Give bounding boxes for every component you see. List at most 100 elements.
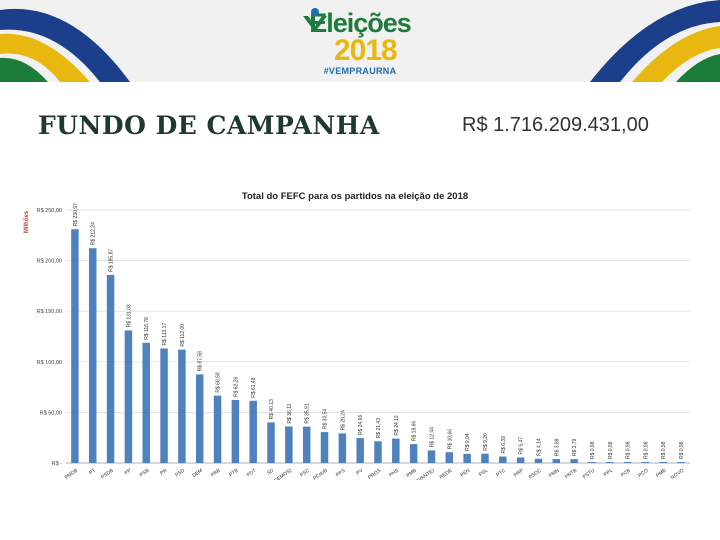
y-axis-label: Milhões bbox=[24, 210, 30, 233]
page-title: FUNDO DE CAMPANHA bbox=[38, 111, 380, 140]
x-tick-label: PTC bbox=[495, 468, 507, 479]
bar bbox=[499, 456, 507, 463]
x-tick-label: PT bbox=[88, 468, 97, 477]
data-label: R$ 21,43 bbox=[376, 418, 382, 439]
x-tick-label: PSDB bbox=[100, 467, 115, 480]
data-label: R$ 87,58 bbox=[198, 351, 204, 372]
x-tick-label: PEN bbox=[459, 468, 471, 479]
data-label: R$ 112,00 bbox=[180, 324, 186, 347]
bar bbox=[142, 342, 150, 463]
y-tick-label: R$ 150,00 bbox=[37, 309, 62, 315]
bar bbox=[338, 433, 347, 463]
chart-title: Total do FEFC para os partidos na eleiçã… bbox=[242, 191, 468, 202]
x-tick-label: PR bbox=[159, 468, 168, 477]
x-tick-label: PSTU bbox=[582, 468, 597, 480]
bar bbox=[570, 459, 578, 463]
x-tick-label: PTN (PODEMOS) bbox=[257, 468, 294, 480]
data-labels: R$ 230,97 R$ 212,24 R$ 185,87 R$ 131,03 R$ 1… bbox=[73, 203, 685, 459]
right-yellow-stripe bbox=[632, 26, 720, 82]
y-tick-label: R$ 250,00 bbox=[37, 208, 62, 214]
x-tick-label: PP bbox=[124, 467, 133, 476]
total-amount: R$ 1.716.209.431,00 bbox=[462, 114, 649, 136]
bar bbox=[534, 458, 543, 463]
y-tick-label: R$ - bbox=[52, 461, 63, 467]
bar bbox=[552, 459, 561, 463]
x-tick-label: DEM bbox=[191, 468, 204, 479]
data-label: R$ 10,66 bbox=[447, 429, 453, 450]
data-label: R$ 230,97 bbox=[73, 203, 79, 226]
bar bbox=[178, 349, 186, 463]
bar bbox=[320, 432, 329, 463]
data-label: R$ 113,17 bbox=[162, 323, 168, 346]
data-label: R$ 4,14 bbox=[536, 438, 542, 456]
data-label: R$ 0,98 bbox=[608, 441, 614, 459]
data-label: R$ 0,98 bbox=[626, 441, 632, 459]
x-tick-label: PSDC bbox=[528, 468, 543, 480]
data-label: R$ 24,66 bbox=[358, 415, 364, 436]
bar bbox=[481, 453, 489, 463]
x-tick-label: PPL bbox=[603, 468, 614, 478]
bar bbox=[427, 450, 436, 463]
bar bbox=[231, 399, 240, 463]
x-tick-label: PSB bbox=[139, 467, 151, 478]
header-banner: Eleições 2018 #VEMPRAURNA bbox=[0, 0, 720, 82]
data-label: R$ 5,47 bbox=[519, 437, 525, 455]
y-axis-ticks: R$ - R$ 50,00 R$ 100,00 R$ 150,00 R$ 200,00 R… bbox=[37, 208, 63, 467]
data-label: R$ 9,20 bbox=[483, 433, 489, 451]
data-label: R$ 9,04 bbox=[465, 433, 471, 451]
data-label: R$ 66,59 bbox=[216, 372, 222, 393]
data-label: R$ 62,26 bbox=[233, 376, 239, 397]
data-label: R$ 212,24 bbox=[91, 222, 97, 245]
bar bbox=[124, 330, 133, 463]
x-tick-label: SD bbox=[266, 468, 275, 477]
bar bbox=[71, 229, 79, 463]
data-label: R$ 61,48 bbox=[251, 377, 257, 398]
x-tick-label: PHS bbox=[388, 467, 400, 478]
data-label: R$ 0,98 bbox=[679, 441, 685, 459]
x-tick-label: PCdoB bbox=[312, 467, 329, 480]
left-yellow-stripe bbox=[0, 33, 90, 82]
x-tick-label: PRB bbox=[210, 467, 222, 478]
bar bbox=[677, 462, 685, 463]
data-label: R$ 185,87 bbox=[109, 249, 115, 272]
x-tick-label: NOVO bbox=[670, 468, 686, 480]
x-tick-label: REDE bbox=[439, 467, 454, 480]
x-tick-label: PDT bbox=[246, 468, 258, 479]
bar bbox=[659, 462, 668, 463]
bar bbox=[374, 441, 382, 463]
bar bbox=[195, 374, 204, 463]
bar bbox=[409, 444, 418, 463]
x-tick-label: PPS bbox=[335, 467, 347, 478]
y-tick-label: R$ 50,00 bbox=[40, 410, 62, 416]
data-label: R$ 6,39 bbox=[501, 436, 507, 454]
bar bbox=[285, 426, 293, 463]
data-label: R$ 0,98 bbox=[590, 441, 596, 459]
bar bbox=[445, 452, 454, 463]
bar bbox=[213, 395, 222, 463]
x-tick-label: PRP bbox=[513, 467, 525, 478]
bar bbox=[641, 462, 650, 463]
bar-chart: Total do FEFC para os partidos na eleiçã… bbox=[24, 191, 690, 480]
voter-figure-icon bbox=[303, 8, 327, 32]
x-tick-label: PMDB bbox=[64, 467, 80, 480]
data-label: R$ 18,66 bbox=[412, 421, 418, 442]
x-tick-label: PSD bbox=[174, 468, 186, 479]
banner-stripes bbox=[0, 0, 720, 82]
data-label: R$ 0,98 bbox=[661, 441, 667, 459]
data-label: R$ 118,78 bbox=[144, 317, 150, 340]
x-tick-label: PMN bbox=[548, 468, 561, 480]
x-tick-label: PMB bbox=[405, 467, 418, 479]
left-green-stripe bbox=[0, 57, 48, 82]
data-label: R$ 35,91 bbox=[305, 403, 311, 424]
bar bbox=[249, 400, 257, 463]
data-label: R$ 12,44 bbox=[429, 427, 435, 448]
left-blue-stripe bbox=[0, 9, 130, 82]
bars bbox=[71, 229, 685, 463]
data-label: R$ 30,54 bbox=[323, 409, 329, 430]
logo-hashtag: #VEMPRAURNA bbox=[323, 66, 397, 76]
bar bbox=[302, 426, 311, 463]
logo-year: 2018 bbox=[334, 34, 398, 67]
x-tick-label: PCB bbox=[620, 467, 632, 478]
bar bbox=[356, 438, 364, 463]
